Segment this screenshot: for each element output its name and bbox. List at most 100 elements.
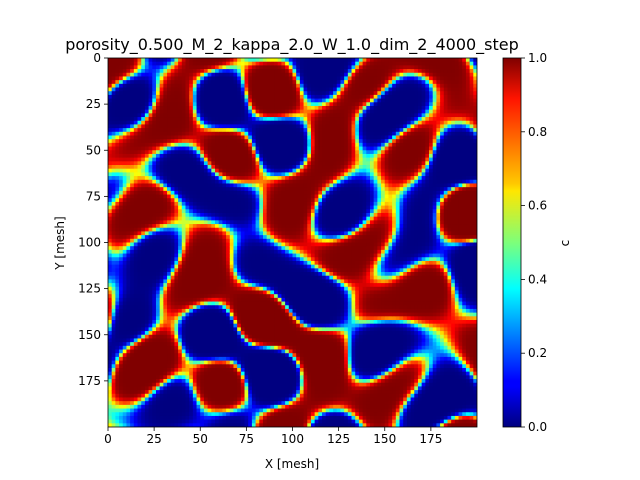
heatmap-cell xyxy=(163,205,168,210)
heatmap-cell xyxy=(130,253,135,258)
heatmap-cell xyxy=(130,379,135,384)
heatmap-cell xyxy=(203,209,209,214)
heatmap-cell xyxy=(237,83,242,88)
heatmap-cell xyxy=(152,301,157,306)
heatmap-cell xyxy=(229,375,234,380)
heatmap-cell xyxy=(274,301,279,306)
heatmap-cell xyxy=(203,342,209,347)
heatmap-cell xyxy=(133,113,138,118)
heatmap-cell xyxy=(215,179,220,184)
heatmap-cell xyxy=(233,209,238,214)
heatmap-cell xyxy=(200,69,205,74)
heatmap-cell xyxy=(174,113,179,118)
heatmap-cell xyxy=(144,397,149,402)
heatmap-cell xyxy=(259,334,264,339)
heatmap-cell xyxy=(288,209,293,214)
heatmap-cell xyxy=(266,312,271,317)
heatmap-cell xyxy=(148,61,153,66)
heatmap-cell xyxy=(266,102,271,107)
heatmap-cell xyxy=(119,268,124,273)
heatmap-cell xyxy=(196,220,201,225)
heatmap-cell xyxy=(215,312,220,317)
heatmap-cell xyxy=(133,91,138,96)
heatmap-cell xyxy=(167,231,172,236)
heatmap-cell xyxy=(189,386,194,391)
heatmap-cell xyxy=(259,349,264,354)
heatmap-cell xyxy=(137,157,142,162)
heatmap-cell xyxy=(181,76,186,81)
heatmap-cell xyxy=(285,382,290,387)
heatmap-cell xyxy=(262,345,268,350)
heatmap-cell xyxy=(211,331,216,336)
heatmap-cell xyxy=(167,415,172,421)
heatmap-cell xyxy=(240,61,245,66)
heatmap-cell xyxy=(233,91,238,96)
heatmap-cell xyxy=(174,408,179,413)
heatmap-cell xyxy=(196,135,201,140)
heatmap-cell xyxy=(215,290,220,295)
heatmap-cell xyxy=(152,227,157,232)
heatmap-cell xyxy=(251,187,256,192)
heatmap-cell xyxy=(237,102,242,107)
heatmap-cell xyxy=(285,165,290,170)
heatmap-cell xyxy=(196,353,201,358)
heatmap-cell xyxy=(189,260,194,266)
heatmap-cell xyxy=(211,212,216,218)
heatmap-cell xyxy=(266,105,271,111)
heatmap-cell xyxy=(185,423,190,427)
heatmap-cell xyxy=(174,257,179,262)
heatmap-cell xyxy=(133,331,138,336)
heatmap-cell xyxy=(270,386,275,391)
heatmap-cell xyxy=(218,349,223,354)
heatmap-cell xyxy=(167,220,172,225)
heatmap-cell xyxy=(248,379,253,384)
heatmap-cell xyxy=(277,375,282,380)
heatmap-cell xyxy=(170,76,175,81)
heatmap-cell xyxy=(196,157,201,162)
heatmap-cell xyxy=(159,131,164,136)
heatmap-cell xyxy=(196,268,201,273)
heatmap-cell xyxy=(144,87,149,92)
heatmap-cell xyxy=(229,201,234,206)
heatmap-cell xyxy=(163,61,168,66)
heatmap-cell xyxy=(111,349,116,354)
heatmap-cell xyxy=(259,216,264,221)
heatmap-cell xyxy=(152,146,157,151)
heatmap-cell xyxy=(222,65,227,70)
heatmap-cell xyxy=(115,268,120,273)
heatmap-cell xyxy=(218,305,223,310)
heatmap-cell xyxy=(222,356,227,361)
heatmap-cell xyxy=(148,113,153,118)
heatmap-cell xyxy=(189,105,194,111)
heatmap-cell xyxy=(229,308,234,314)
heatmap-cell xyxy=(244,312,249,317)
heatmap-cell xyxy=(159,349,164,354)
heatmap-cell xyxy=(266,393,271,398)
heatmap-cell xyxy=(215,408,220,413)
heatmap-cell xyxy=(196,364,201,369)
heatmap-cell xyxy=(119,301,124,306)
heatmap-cell xyxy=(192,286,197,291)
heatmap-cell xyxy=(259,209,264,214)
heatmap-cell xyxy=(163,150,168,155)
heatmap-cell xyxy=(108,76,113,81)
heatmap-cell xyxy=(207,283,212,288)
heatmap-cell xyxy=(152,238,157,243)
heatmap-cell xyxy=(181,286,186,291)
heatmap-cell xyxy=(244,65,249,70)
heatmap-cell xyxy=(218,286,223,291)
heatmap-cell xyxy=(159,105,164,111)
heatmap-cell xyxy=(133,150,138,155)
heatmap-cell xyxy=(259,327,264,332)
heatmap-cell xyxy=(281,327,286,332)
heatmap-cell xyxy=(285,227,290,232)
heatmap-cell xyxy=(115,83,120,88)
heatmap-cell xyxy=(259,308,264,314)
heatmap-cell xyxy=(288,113,293,118)
heatmap-cell xyxy=(126,194,131,199)
heatmap-cell xyxy=(270,113,275,118)
heatmap-cell xyxy=(244,201,249,206)
heatmap-cell xyxy=(133,286,138,291)
heatmap-cell xyxy=(167,105,172,111)
heatmap-cell xyxy=(244,83,249,88)
